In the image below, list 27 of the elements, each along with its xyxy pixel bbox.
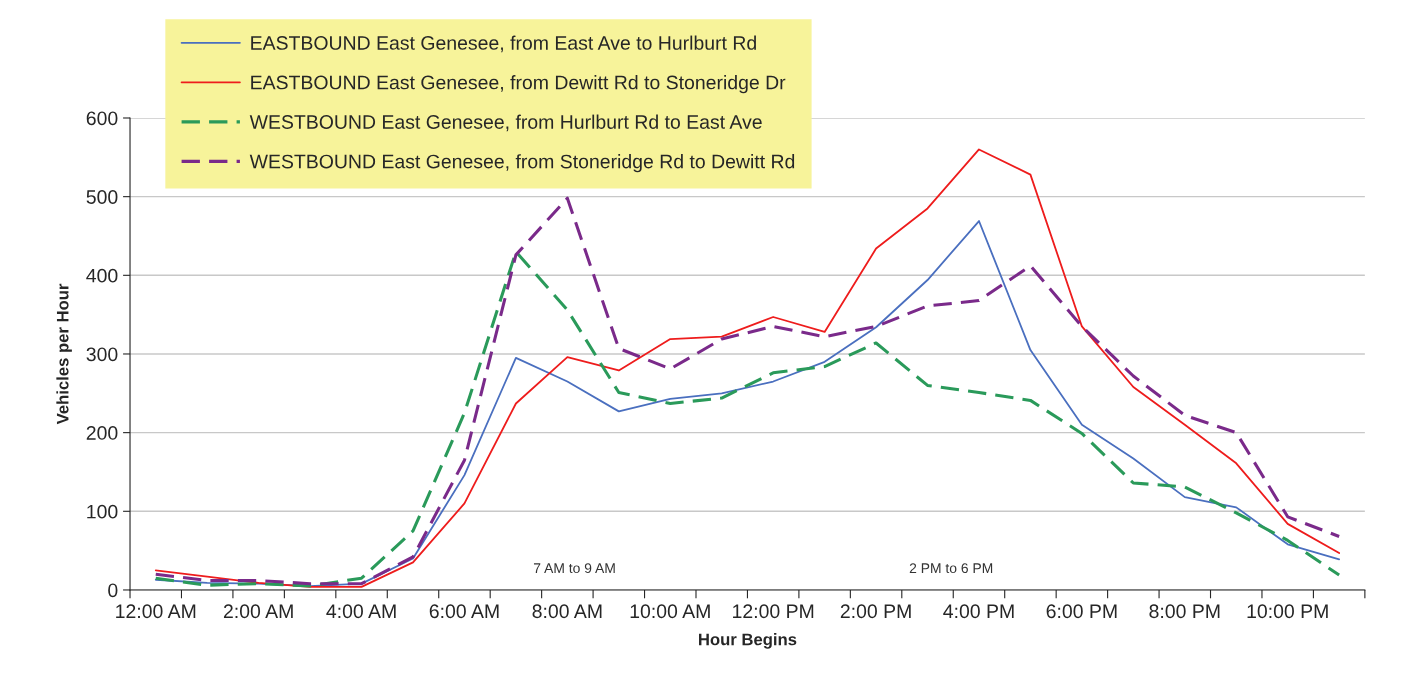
x-tick-label: 8:00 AM (532, 604, 602, 619)
legend-label: WESTBOUND East Genesee, from Hurlburt Rd to East Ave (249, 114, 762, 132)
x-tick-label: 2:00 PM (840, 604, 911, 619)
x-tick-label: 4:00 PM (943, 604, 1014, 619)
x-tick-label: 6:00 PM (1046, 604, 1117, 619)
legend-label: EASTBOUND East Genesee, from Dewitt Rd to Stoneridge Dr (251, 75, 786, 94)
y-tick-label: 400 (86, 268, 118, 283)
x-axis-title: Hour Begins (699, 633, 797, 649)
y-axis-title: Vehicles per Hour (56, 283, 72, 425)
x-tick-label: 4:00 AM (326, 604, 396, 619)
x-tick-label: 10:00 PM (1247, 604, 1328, 619)
annotation: 2 PM to 6 PM (909, 563, 993, 574)
y-tick-label: 500 (86, 190, 118, 204)
y-tick-label: 200 (86, 426, 118, 440)
x-tick-label: 2:00 AM (223, 604, 293, 619)
x-tick-label: 12:00 AM (116, 604, 196, 619)
legend-label: EASTBOUND East Genesee, from East Ave to Hurlburt Rd (251, 35, 756, 53)
x-tick-label: 8:00 PM (1149, 604, 1220, 619)
y-tick-label: 100 (87, 504, 118, 519)
y-tick-label: 600 (86, 111, 118, 126)
annotation: 7 AM to 9 AM (533, 563, 615, 574)
y-tick-label: 0 (108, 583, 118, 598)
x-tick-label: 10:00 AM (630, 604, 710, 619)
x-tick-label: 6:00 AM (429, 604, 499, 619)
legend-label: WESTBOUND East Genesee, from Stoneridge Rd to Dewitt Rd (249, 154, 795, 173)
x-tick-label: 12:00 PM (733, 604, 814, 619)
y-tick-label: 300 (86, 347, 118, 362)
